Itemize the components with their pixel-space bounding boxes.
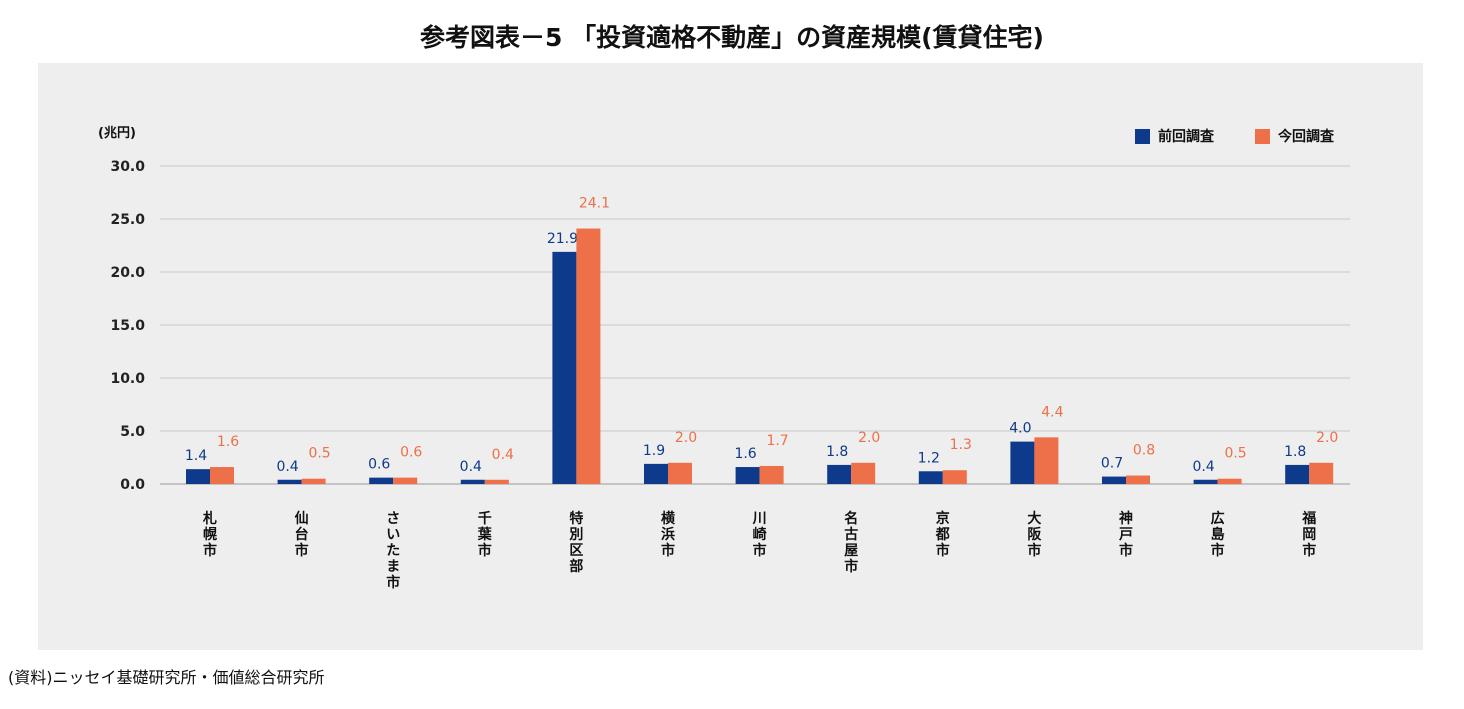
y-axis-unit: (兆円)	[98, 126, 136, 141]
y-tick-label: 30.0	[110, 159, 145, 175]
bar-prev	[735, 467, 760, 484]
x-tick-label: 福岡市	[1301, 510, 1316, 559]
x-tick-label: 京都市	[935, 510, 950, 559]
bar-prev	[460, 479, 485, 484]
bar-curr	[1217, 478, 1242, 484]
data-label-prev: 1.2	[918, 450, 940, 466]
data-label-prev: 4.0	[1009, 421, 1031, 437]
y-tick-label: 15.0	[110, 318, 145, 334]
x-tick-label: 仙台市	[295, 510, 309, 559]
x-tick-label: 名古屋市	[844, 510, 858, 575]
x-tick-label: 札幌市	[202, 510, 217, 559]
legend-item-curr: 今回調査	[1255, 126, 1334, 146]
bar-curr	[393, 477, 418, 484]
bar-curr	[210, 467, 234, 484]
x-tick-label: 横浜市	[661, 510, 676, 559]
legend-swatch-curr	[1255, 128, 1270, 144]
y-tick-label: 5.0	[120, 424, 145, 440]
data-label-prev: 0.6	[368, 457, 390, 473]
data-label-curr: 2.0	[675, 430, 697, 446]
bar-curr	[851, 462, 876, 484]
data-label-curr: 0.6	[400, 445, 422, 461]
bar-prev	[1102, 476, 1126, 484]
bar-prev	[1010, 441, 1035, 484]
x-tick-label: 特別区部	[568, 510, 583, 575]
data-label-curr: 0.4	[492, 447, 514, 463]
x-tick-label: 千葉市	[477, 510, 493, 559]
bar-curr	[301, 478, 326, 484]
data-label-curr: 2.0	[858, 430, 880, 446]
y-tick-label: 25.0	[110, 212, 145, 228]
bar-curr	[576, 228, 601, 484]
bar-curr	[759, 465, 784, 484]
x-tick-label: さいたま市	[386, 511, 400, 591]
bar-curr	[1309, 462, 1334, 484]
data-label-curr: 1.6	[217, 434, 239, 450]
chart-panel	[38, 63, 1423, 650]
y-tick-label: 0.0	[120, 477, 145, 493]
bar-curr	[942, 470, 967, 484]
x-tick-label: 広島市	[1211, 510, 1225, 559]
data-label-prev: 1.6	[734, 446, 756, 462]
bar-prev	[369, 477, 394, 484]
bar-curr	[1126, 475, 1150, 484]
bar-curr	[1034, 437, 1059, 484]
legend-label-prev: 前回調査	[1158, 129, 1214, 145]
data-label-prev: 21.9	[547, 231, 578, 247]
legend-swatch-prev	[1135, 128, 1150, 144]
data-label-curr: 1.3	[950, 437, 972, 453]
y-tick-label: 10.0	[110, 371, 145, 387]
legend-item-prev: 前回調査	[1135, 126, 1214, 146]
data-label-prev: 0.7	[1101, 456, 1123, 472]
x-tick-label: 川崎市	[752, 511, 767, 559]
data-label-curr: 2.0	[1316, 430, 1338, 446]
data-label-prev: 0.4	[276, 459, 298, 475]
data-label-curr: 4.4	[1041, 404, 1063, 420]
legend-label-curr: 今回調査	[1278, 129, 1334, 145]
bar-prev	[552, 251, 577, 484]
bar-prev	[827, 464, 852, 484]
bar-prev	[277, 479, 302, 484]
data-label-prev: 1.9	[643, 443, 665, 459]
bar-prev	[918, 471, 943, 484]
data-label-curr: 0.5	[308, 446, 330, 462]
data-label-curr: 0.8	[1133, 443, 1155, 459]
data-label-prev: 0.4	[1192, 459, 1214, 475]
data-label-prev: 0.4	[460, 459, 482, 475]
bar-curr	[484, 479, 509, 484]
y-tick-label: 20.0	[110, 265, 145, 281]
data-label-curr: 1.7	[766, 433, 788, 449]
data-label-prev: 1.8	[1284, 444, 1306, 460]
bar-prev	[644, 463, 668, 484]
data-label-curr: 0.5	[1224, 446, 1246, 462]
source-note: (資料)ニッセイ基礎研究所・価値総合研究所	[8, 668, 325, 687]
data-label-prev: 1.8	[826, 444, 848, 460]
chart-title: 参考図表－5 「投資適格不動産」の資産規模(賃貸住宅)	[420, 23, 1044, 52]
x-tick-label: 神戸市	[1119, 510, 1133, 559]
data-label-prev: 1.4	[185, 448, 207, 464]
bar-prev	[186, 469, 210, 484]
bar-prev	[1193, 479, 1218, 484]
bar-curr	[668, 462, 692, 484]
data-label-curr: 24.1	[579, 196, 610, 212]
bar-prev	[1285, 464, 1310, 484]
x-tick-label: 大阪市	[1027, 510, 1042, 559]
